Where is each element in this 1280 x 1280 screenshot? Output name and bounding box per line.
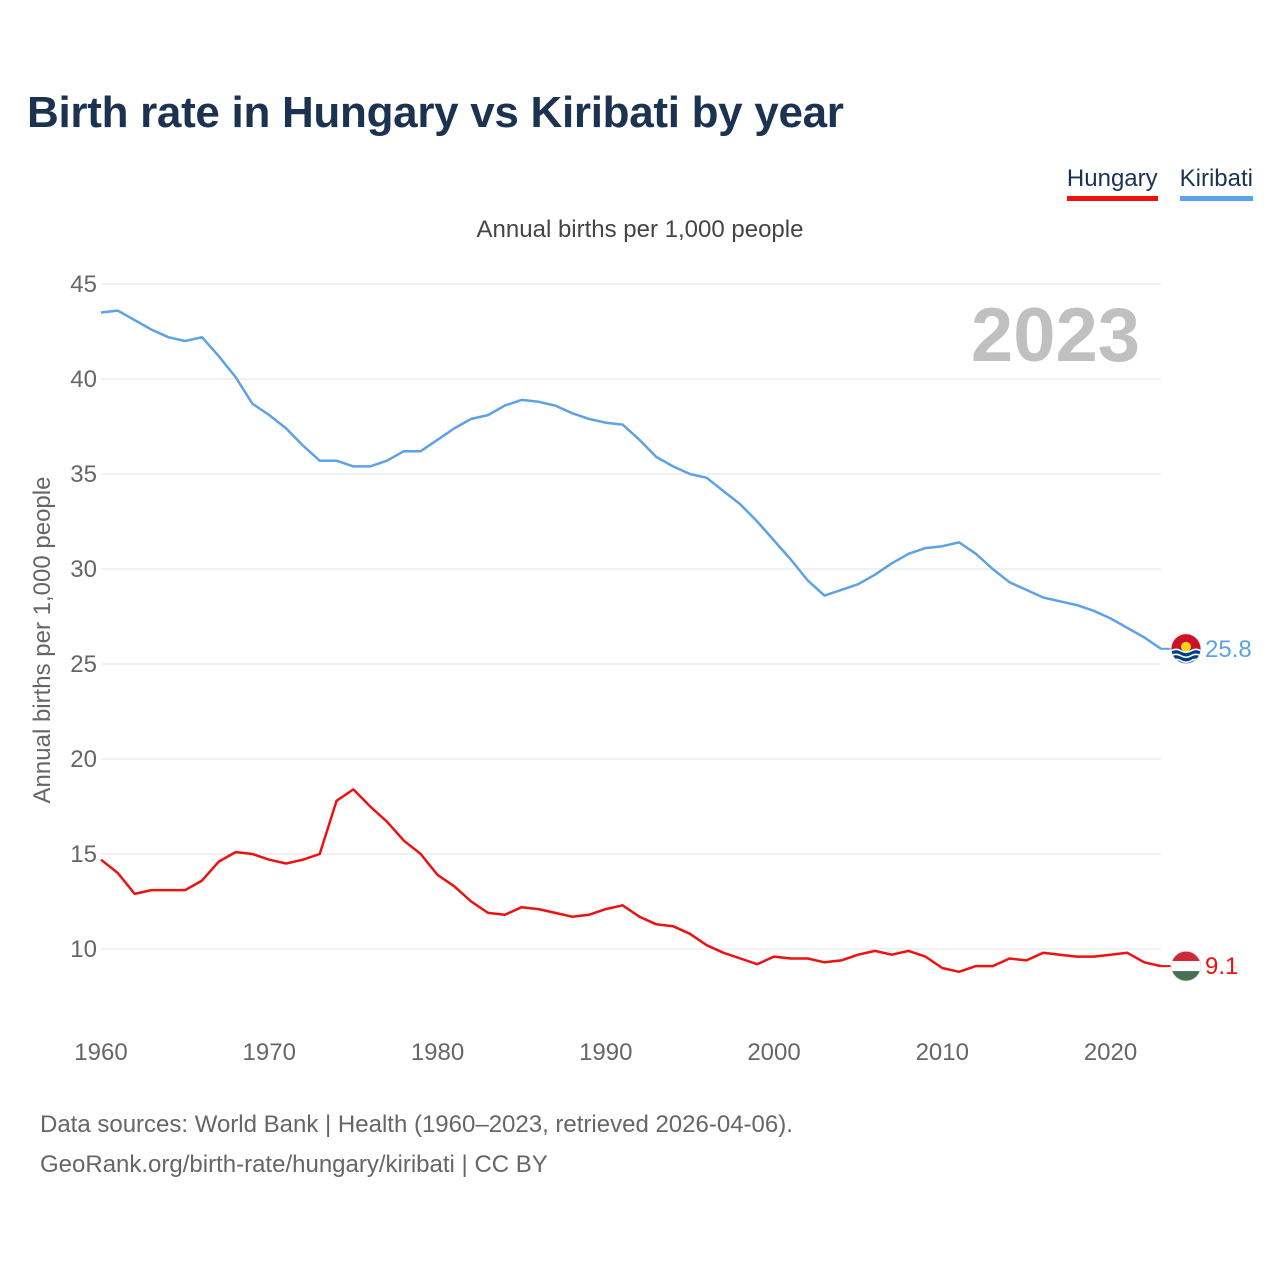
legend: Hungary Kiribati [1066,165,1253,201]
y-tick-label: 30 [70,556,97,583]
series-line-kiribati[interactable] [100,309,1162,650]
footer-sources: Data sources: World Bank | Health (1960–… [40,1111,793,1138]
y-tick-label: 10 [70,936,97,963]
footer-attribution: GeoRank.org/birth-rate/hungary/kiribati … [40,1151,548,1178]
y-tick-label: 35 [70,461,97,488]
series-line-hungary[interactable] [100,788,1162,974]
line-chart: 2023 Annual births per 1,000 people 10 15… [29,271,1252,1066]
flag-icon-kiribati [1161,633,1202,665]
legend-item-hungary[interactable]: Hungary [1066,165,1158,201]
x-tick-label: 1980 [411,1039,464,1066]
y-tick-label: 45 [70,271,97,298]
x-tick-label: 2010 [916,1039,969,1066]
footer: Data sources: World Bank | Health (1960–… [40,1105,793,1185]
x-tick-label: 1970 [243,1039,296,1066]
legend-item-kiribati[interactable]: Kiribati [1179,165,1253,201]
year-badge: 2023 [971,293,1140,378]
y-tick-label: 20 [70,746,97,773]
y-tick-label: 25 [70,651,97,678]
x-tick-label: 2000 [747,1039,800,1066]
y-axis-label: Annual births per 1,000 people [29,477,56,804]
x-tick-label: 2020 [1084,1039,1137,1066]
flag-icon-hungary [1161,950,1202,982]
x-tick-label: 1960 [74,1039,127,1066]
end-value-label-hungary: 9.1 [1205,953,1238,980]
chart-title: Birth rate in Hungary vs Kiribati by yea… [27,88,844,137]
x-tick-label: 1990 [579,1039,632,1066]
y-tick-label: 15 [70,841,97,868]
chart-subtitle: Annual births per 1,000 people [476,216,804,243]
y-tick-label: 40 [70,366,97,393]
end-value-label-kiribati: 25.8 [1205,636,1252,663]
